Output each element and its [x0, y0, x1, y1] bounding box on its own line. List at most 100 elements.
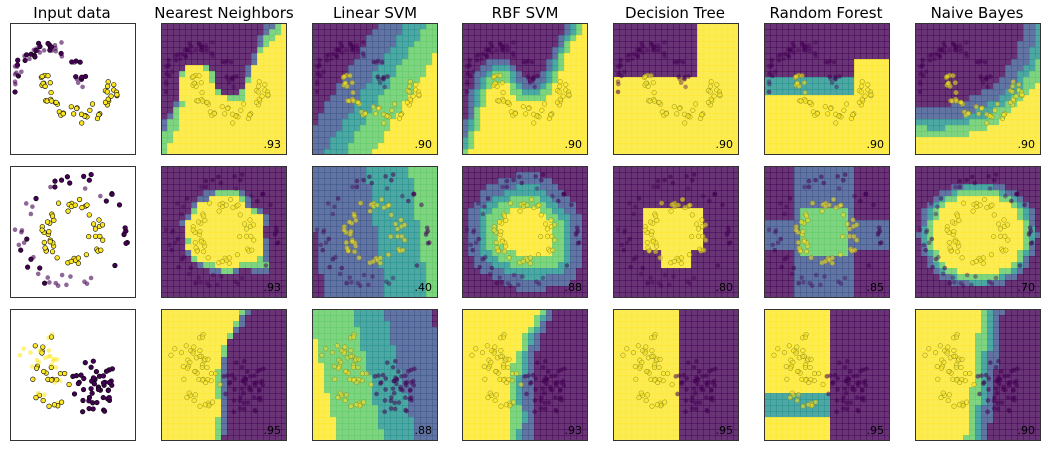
- decision-cell: [1005, 89, 1012, 96]
- decision-cell: [552, 131, 559, 138]
- decision-cell: [637, 107, 644, 114]
- decision-cell: [812, 59, 819, 66]
- decision-cell: [975, 131, 982, 138]
- decision-cell: [570, 119, 577, 126]
- data-point: [272, 232, 278, 237]
- decision-cell: [251, 178, 258, 185]
- decision-cell: [269, 35, 276, 42]
- decision-cell: [794, 143, 801, 150]
- decision-cell: [570, 35, 577, 42]
- decision-cell: [1011, 125, 1018, 132]
- decision-cell: [800, 125, 807, 132]
- decision-cell: [468, 53, 475, 60]
- decision-cell: [715, 71, 722, 78]
- decision-cell: [360, 196, 367, 203]
- decision-cell: [522, 107, 529, 114]
- decision-cell: [528, 190, 535, 197]
- decision-cell: [239, 274, 246, 281]
- decision-cell: [390, 125, 397, 132]
- data-point: [947, 83, 953, 89]
- data-point: [222, 60, 228, 65]
- data-point: [384, 186, 390, 191]
- decision-cell: [1011, 131, 1018, 138]
- decision-cell: [661, 41, 668, 48]
- data-point: [384, 279, 389, 285]
- decision-cell: [945, 143, 952, 150]
- decision-cell: [788, 29, 795, 36]
- decision-cell: [806, 95, 813, 102]
- data-point: [14, 64, 20, 69]
- decision-cell: [619, 119, 626, 126]
- decision-cell: [643, 59, 650, 66]
- decision-cell: [540, 71, 547, 78]
- decision-cell: [576, 83, 583, 90]
- decision-cell: [552, 53, 559, 60]
- decision-cell: [426, 166, 433, 173]
- decision-cell: [426, 29, 433, 36]
- decision-cell: [866, 101, 873, 108]
- decision-cell: [342, 137, 349, 144]
- decision-cell: [969, 101, 976, 108]
- decision-cell: [257, 214, 264, 221]
- data-point: [355, 48, 361, 54]
- decision-cell: [209, 41, 216, 48]
- decision-cell: [312, 166, 319, 173]
- decision-cell: [269, 268, 276, 275]
- decision-cell: [372, 101, 379, 108]
- decision-cell: [1035, 59, 1041, 66]
- decision-cell: [564, 226, 571, 233]
- decision-cell: [540, 208, 547, 215]
- decision-cell: [227, 71, 234, 78]
- decision-cell: [324, 226, 331, 233]
- data-point: [793, 73, 799, 80]
- decision-cell: [915, 53, 922, 60]
- decision-cell: [486, 131, 493, 138]
- data-point: [225, 105, 231, 112]
- decision-cell: [1017, 143, 1024, 150]
- decision-cell: [221, 107, 228, 114]
- decision-cell: [528, 125, 535, 132]
- decision-cell: [570, 208, 577, 215]
- data-point: [980, 80, 986, 86]
- decision-cell: [245, 280, 252, 287]
- decision-cell: [915, 125, 922, 132]
- data-point: [813, 54, 819, 59]
- decision-cell: [715, 125, 722, 132]
- decision-cell: [233, 280, 240, 287]
- decision-cell: [999, 149, 1006, 155]
- decision-cell: [951, 137, 958, 144]
- decision-cell: [915, 137, 922, 144]
- data-point: [388, 234, 394, 240]
- decision-cell: [275, 292, 282, 298]
- decision-cell: [963, 77, 970, 84]
- data-point: [210, 54, 216, 59]
- decision-cell: [782, 101, 789, 108]
- decision-cell: [257, 190, 264, 197]
- decision-cell: [733, 119, 739, 126]
- decision-cell: [522, 238, 529, 245]
- decision-cell: [939, 29, 946, 36]
- decision-cell: [975, 149, 982, 155]
- decision-cell: [884, 23, 890, 30]
- decision-cell: [486, 53, 493, 60]
- decision-cell: [420, 59, 427, 66]
- decision-cell: [667, 65, 674, 72]
- decision-cell: [426, 101, 433, 108]
- decision-cell: [318, 250, 325, 257]
- decision-cell: [167, 220, 174, 227]
- decision-cell: [474, 196, 481, 203]
- decision-cell: [522, 131, 529, 138]
- decision-cell: [504, 208, 511, 215]
- data-point: [370, 258, 376, 265]
- decision-cell: [1017, 77, 1024, 84]
- data-point: [487, 48, 492, 53]
- data-point: [320, 247, 326, 253]
- decision-cell: [655, 89, 662, 96]
- decision-cell: [173, 214, 180, 221]
- decision-cell: [384, 256, 391, 263]
- data-point: [467, 62, 472, 68]
- decision-cell: [866, 113, 873, 120]
- decision-cell: [540, 166, 547, 173]
- decision-cell: [492, 23, 499, 30]
- decision-cell: [324, 47, 331, 54]
